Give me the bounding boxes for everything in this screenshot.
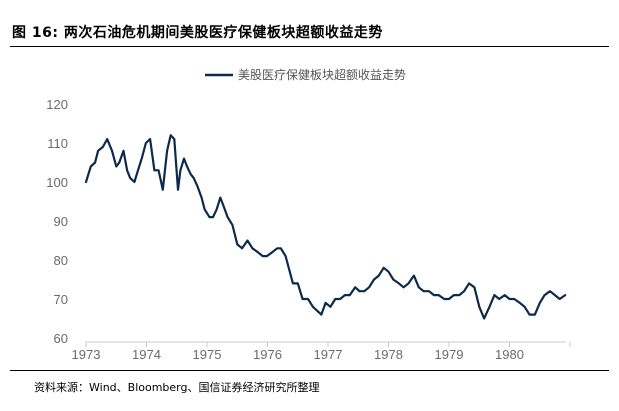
y-tick-label: 60 [54, 331, 68, 346]
series-lines [84, 134, 567, 320]
series-line [84, 134, 567, 320]
y-tick-label: 80 [54, 253, 68, 268]
y-tick-label: 110 [47, 136, 68, 151]
x-axis-ticks: 1973 1974 1975 1976 1977 1978 1979 1980 [72, 342, 571, 362]
y-tick-label: 70 [54, 292, 68, 307]
x-tick-label: 1978 [374, 347, 403, 362]
chart-legend: 美股医疗保健板块超额收益走势 [205, 67, 406, 82]
source-rule [10, 370, 609, 371]
y-tick-label: 100 [46, 175, 68, 190]
x-tick-label: 1980 [495, 347, 524, 362]
legend-label: 美股医疗保健板块超额收益走势 [238, 67, 406, 82]
y-tick-label: 90 [54, 214, 68, 229]
x-tick-label: 1974 [132, 347, 161, 362]
x-tick-label: 1977 [314, 347, 343, 362]
y-axis-ticks: 60 70 80 90 100 110 120 [46, 97, 68, 346]
source-note: 资料来源：Wind、Bloomberg、国信证券经济研究所整理 [34, 381, 320, 394]
x-tick-label: 1975 [193, 347, 222, 362]
x-tick-label: 1976 [253, 347, 282, 362]
x-tick-label: 1979 [435, 347, 464, 362]
x-tick-label: 1973 [72, 347, 101, 362]
figure-title: 图 16: 两次石油危机期间美股医疗保健板块超额收益走势 [12, 25, 383, 41]
y-tick-label: 120 [46, 97, 68, 112]
title-rule [10, 46, 609, 47]
